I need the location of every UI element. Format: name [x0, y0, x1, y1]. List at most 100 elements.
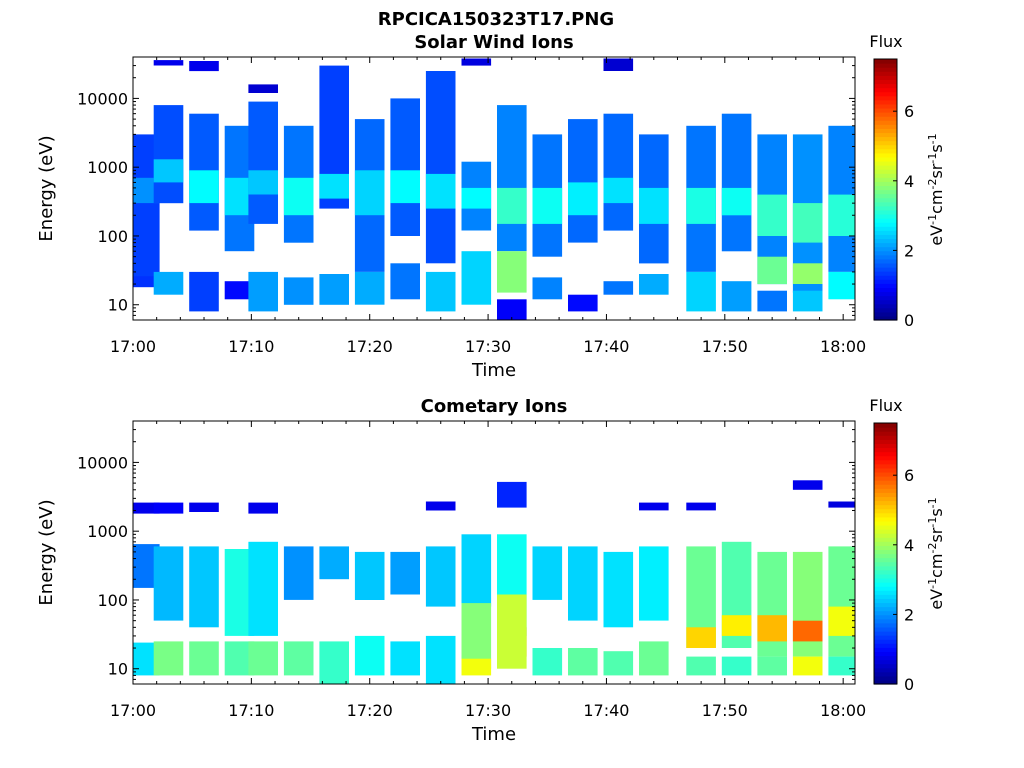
colorbar-step: [874, 238, 897, 244]
colorbar-step: [874, 181, 897, 187]
spectrogram-cell: [283, 641, 314, 676]
colorbar-step: [874, 598, 897, 604]
y-tick-label: 100: [97, 591, 128, 610]
spectrogram-cell: [248, 271, 278, 312]
colorbar-tick-label: 6: [904, 102, 914, 121]
colorbar-title: Flux: [869, 32, 902, 51]
figure-title: RPCICA150323T17.PNG: [378, 9, 614, 30]
spectrogram-cell: [639, 641, 669, 676]
colorbar-step: [874, 610, 897, 616]
colorbar-step: [874, 508, 897, 514]
spectrogram-cell: [354, 551, 385, 600]
colorbar-step: [874, 218, 897, 223]
colorbar-step: [874, 492, 897, 498]
colorbar-step: [874, 307, 897, 313]
x-tick-label: 17:20: [347, 337, 393, 356]
plot-frame: [132, 420, 856, 685]
colorbar-step: [874, 537, 897, 542]
y-axis-label: Energy (eV): [36, 135, 57, 241]
spectrogram-cell: [603, 551, 634, 628]
colorbar-step: [874, 177, 897, 182]
spectrogram-cell: [757, 256, 787, 285]
spectrogram-cell: [792, 620, 823, 642]
colorbar-step: [874, 512, 897, 518]
colorbar-step: [874, 79, 897, 85]
spectrogram-cell: [248, 170, 278, 195]
spectrogram-cell: [792, 290, 823, 312]
y-tick-label: 10000: [77, 453, 128, 472]
colorbar-step: [874, 136, 897, 142]
spectrogram-cell: [319, 274, 349, 305]
colorbar-step: [874, 582, 897, 587]
colorbar-title: Flux: [869, 396, 902, 415]
spectrogram-cell: [461, 658, 492, 676]
spectrogram-cell: [354, 635, 385, 676]
colorbar-step: [874, 107, 897, 113]
x-tick-label: 17:40: [583, 701, 629, 720]
colorbar-step: [874, 71, 897, 76]
spectrogram-cell: [189, 546, 219, 628]
colorbar-step: [874, 635, 897, 640]
colorbar-step: [874, 553, 897, 559]
colorbar-step: [874, 639, 897, 644]
colorbar-step: [874, 520, 897, 526]
spectrogram-cell: [828, 656, 855, 676]
spectrogram-cell: [248, 641, 278, 676]
x-tick-label: 17:50: [702, 337, 748, 356]
colorbar-step: [874, 226, 897, 231]
colorbar-step: [874, 439, 897, 444]
colorbar-step: [874, 197, 897, 203]
colorbar: 0 2 4 6 Flux eV-1cm-2sr-1s-1: [869, 32, 946, 330]
colorbar-step: [874, 185, 897, 191]
x-tick-label: 17:00: [110, 701, 156, 720]
spectrogram-cell: [319, 173, 349, 199]
x-axis-label: Time: [471, 724, 516, 745]
y-tick-label: 1000: [87, 158, 128, 177]
colorbar-step: [874, 541, 897, 546]
colorbar-step: [874, 435, 897, 440]
colorbar-step: [874, 577, 897, 583]
colorbar-step: [874, 423, 897, 428]
spectrogram-cell: [532, 187, 563, 224]
spectrogram-cell: [757, 615, 787, 642]
colorbar-step: [874, 254, 897, 260]
spectrogram-cell: [425, 546, 456, 607]
spectrogram-cell: [568, 546, 598, 621]
colorbar-step: [874, 443, 897, 449]
colorbar-step: [874, 500, 897, 506]
spectrogram-cell: [497, 251, 527, 293]
spectrogram-cell: [153, 641, 184, 676]
spectrogram-cell: [461, 603, 492, 669]
spectrogram-cell: [224, 281, 255, 300]
colorbar-tick-label: 0: [904, 311, 914, 330]
colorbar-step: [874, 594, 897, 599]
spectrogram-cell: [153, 105, 184, 204]
spectrogram-cell: [568, 119, 598, 243]
spectrogram-cell: [497, 105, 527, 252]
colorbar-step: [874, 663, 897, 669]
colorbar-step: [874, 271, 897, 276]
spectrogram-cell: [568, 182, 598, 216]
colorbar-step: [874, 144, 897, 150]
spectrogram-cell: [497, 594, 527, 669]
spectrogram-cell: [828, 606, 855, 636]
spectrogram-cell: [461, 251, 492, 305]
colorbar-step: [874, 573, 897, 579]
spectrogram-cell: [532, 546, 563, 600]
colorbar-step: [874, 569, 897, 575]
spectrogram-cell: [283, 177, 314, 216]
colorbar-step: [874, 643, 897, 648]
x-tick-label: 17:50: [702, 701, 748, 720]
colorbar-step: [874, 152, 897, 158]
colorbar-step: [874, 602, 897, 608]
colorbar-step: [874, 91, 897, 97]
spectrogram-cell: [792, 480, 823, 490]
colorbar-step: [874, 209, 897, 215]
y-tick-label: 10000: [77, 89, 128, 108]
colorbar-step: [874, 63, 897, 68]
spectrogram-cell: [133, 276, 160, 288]
spectrogram-cell: [828, 546, 855, 657]
colorbar-step: [874, 427, 897, 432]
spectrogram-cell: [354, 170, 385, 216]
colorbar-step: [874, 529, 897, 534]
